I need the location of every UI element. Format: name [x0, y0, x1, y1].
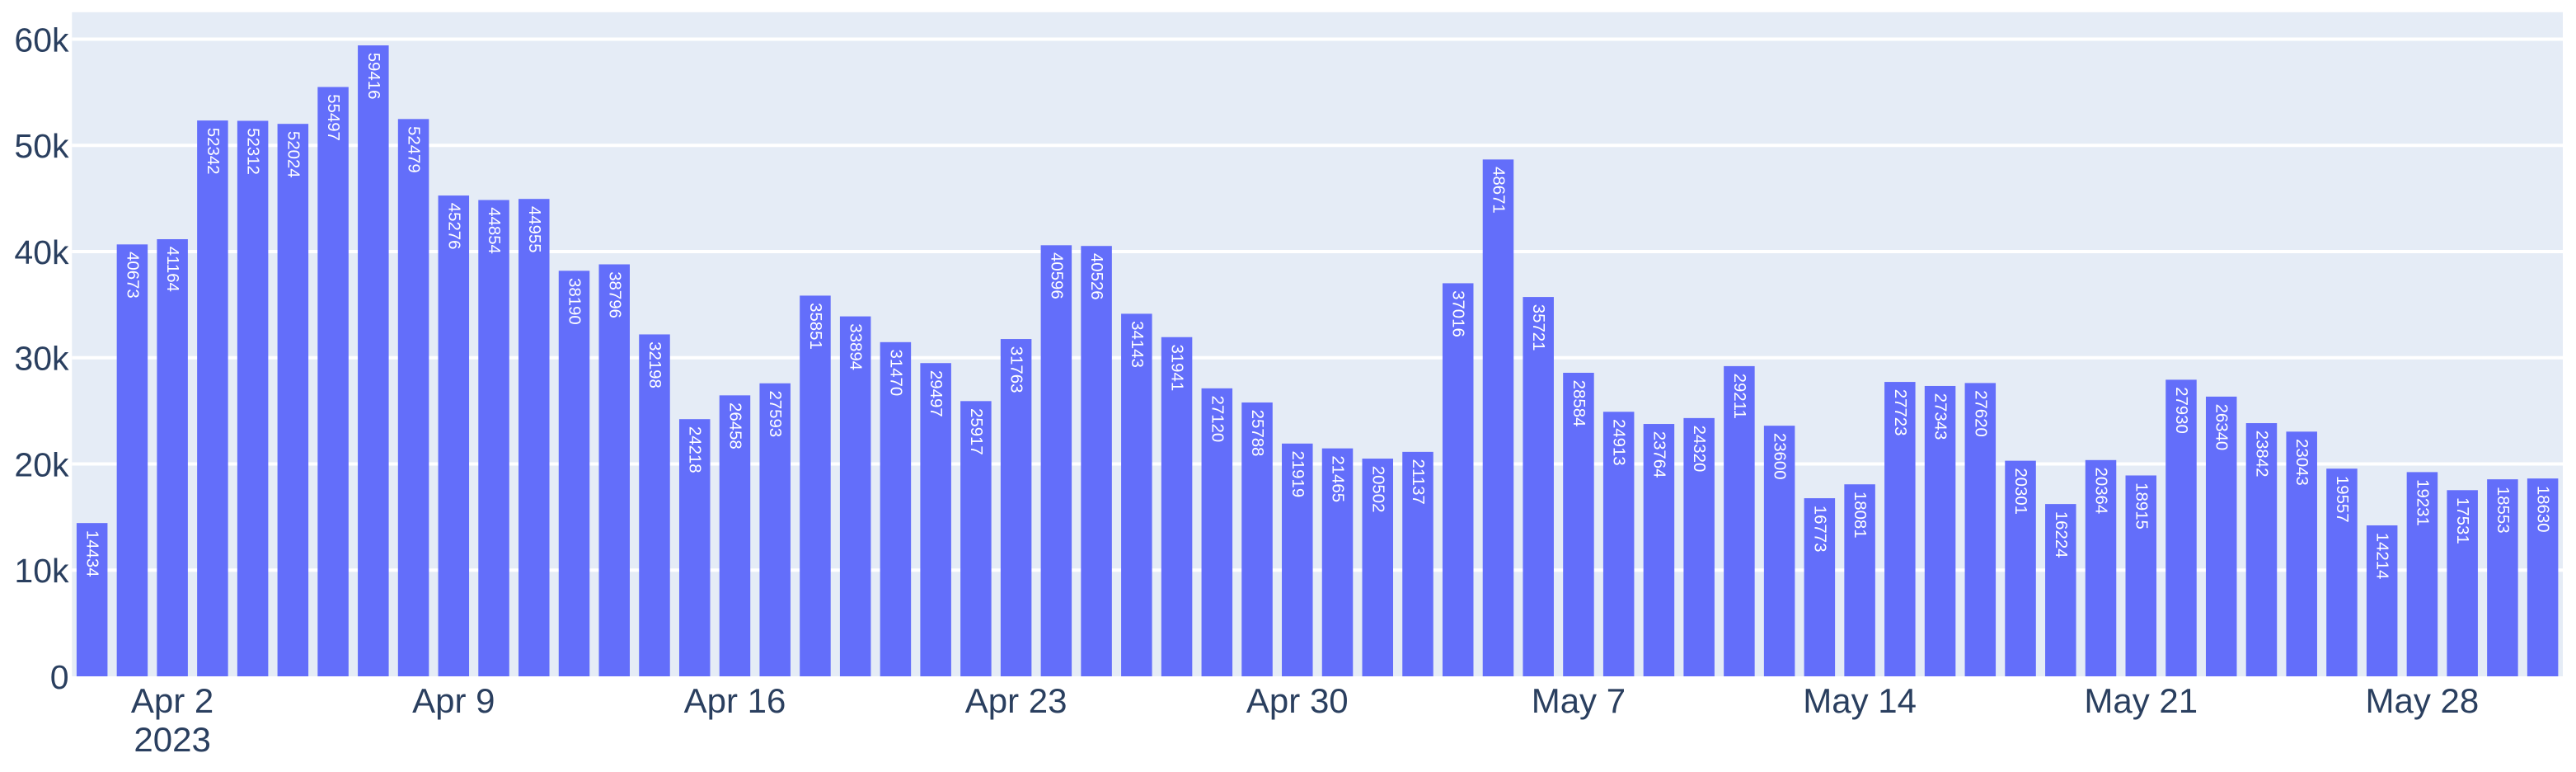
svg-text:41164: 41164 — [163, 247, 181, 292]
svg-text:24218: 24218 — [686, 426, 704, 473]
svg-text:26340: 26340 — [2212, 404, 2231, 451]
svg-text:40526: 40526 — [1087, 253, 1105, 300]
svg-text:40k: 40k — [14, 233, 69, 271]
svg-text:19231: 19231 — [2413, 479, 2431, 526]
svg-text:52342: 52342 — [204, 128, 222, 175]
svg-text:31763: 31763 — [1007, 346, 1025, 393]
svg-text:26458: 26458 — [725, 402, 744, 450]
svg-text:59416: 59416 — [364, 53, 382, 100]
svg-text:44955: 44955 — [525, 206, 543, 253]
svg-text:20364: 20364 — [2092, 468, 2110, 515]
svg-text:Apr 30: Apr 30 — [1246, 681, 1349, 720]
svg-text:16224: 16224 — [2052, 511, 2070, 558]
svg-text:32198: 32198 — [645, 341, 664, 388]
svg-text:14434: 14434 — [83, 530, 101, 577]
svg-text:27120: 27120 — [1208, 396, 1226, 443]
svg-text:21465: 21465 — [1329, 455, 1347, 502]
svg-text:18553: 18553 — [2494, 487, 2512, 534]
svg-text:20k: 20k — [14, 445, 69, 483]
svg-text:33894: 33894 — [847, 323, 865, 370]
svg-text:38190: 38190 — [565, 278, 584, 325]
svg-text:30k: 30k — [14, 340, 69, 378]
svg-text:21919: 21919 — [1288, 450, 1307, 497]
svg-text:52024: 52024 — [284, 131, 302, 178]
svg-text:29497: 29497 — [927, 370, 945, 417]
svg-text:May 21: May 21 — [2084, 681, 2198, 720]
svg-text:45276: 45276 — [444, 203, 462, 250]
svg-text:52479: 52479 — [405, 126, 423, 173]
svg-text:34143: 34143 — [1128, 321, 1146, 368]
svg-text:50k: 50k — [14, 127, 69, 165]
svg-text:27343: 27343 — [1931, 393, 1950, 440]
svg-text:Apr 16: Apr 16 — [684, 681, 786, 720]
svg-text:24320: 24320 — [1690, 426, 1708, 473]
svg-text:27620: 27620 — [1971, 390, 1989, 437]
svg-text:48671: 48671 — [1489, 167, 1507, 214]
svg-text:2023: 2023 — [134, 720, 210, 759]
svg-text:27723: 27723 — [1891, 389, 1909, 436]
svg-text:23764: 23764 — [1649, 431, 1668, 478]
svg-text:20301: 20301 — [2011, 468, 2029, 515]
svg-text:31470: 31470 — [886, 350, 904, 397]
svg-text:0: 0 — [50, 658, 69, 696]
svg-text:21137: 21137 — [1409, 459, 1427, 505]
svg-text:10k: 10k — [14, 552, 69, 590]
svg-text:24913: 24913 — [1610, 419, 1628, 466]
svg-text:60k: 60k — [14, 21, 69, 59]
svg-text:19557: 19557 — [2333, 476, 2351, 523]
svg-text:May 14: May 14 — [1803, 681, 1917, 720]
svg-text:May 28: May 28 — [2366, 681, 2480, 720]
svg-text:May 7: May 7 — [1532, 681, 1626, 720]
svg-text:25917: 25917 — [967, 408, 985, 455]
svg-text:18915: 18915 — [2132, 482, 2150, 530]
svg-text:37016: 37016 — [1449, 290, 1467, 337]
svg-text:23842: 23842 — [2252, 431, 2270, 478]
svg-text:27593: 27593 — [766, 390, 784, 437]
svg-text:20502: 20502 — [1368, 466, 1387, 513]
svg-text:16773: 16773 — [1810, 506, 1828, 553]
svg-text:25788: 25788 — [1248, 410, 1266, 457]
svg-text:29211: 29211 — [1730, 374, 1748, 419]
svg-text:23043: 23043 — [2292, 439, 2311, 486]
svg-text:28584: 28584 — [1570, 380, 1588, 427]
svg-text:38796: 38796 — [605, 271, 623, 318]
svg-text:23600: 23600 — [1771, 433, 1789, 480]
svg-text:18081: 18081 — [1851, 492, 1869, 539]
svg-text:35851: 35851 — [806, 303, 824, 350]
svg-text:Apr 9: Apr 9 — [412, 681, 495, 720]
svg-text:17531: 17531 — [2453, 497, 2471, 544]
svg-text:14214: 14214 — [2373, 533, 2391, 580]
svg-text:31941: 31941 — [1168, 344, 1186, 391]
svg-text:18630: 18630 — [2534, 486, 2552, 533]
svg-text:40673: 40673 — [123, 252, 141, 299]
svg-text:27930: 27930 — [2172, 387, 2190, 434]
svg-text:Apr 2: Apr 2 — [131, 681, 213, 720]
svg-text:55497: 55497 — [324, 94, 342, 141]
svg-text:44854: 44854 — [485, 207, 503, 254]
svg-text:40596: 40596 — [1047, 252, 1065, 299]
svg-text:35721: 35721 — [1529, 304, 1547, 351]
svg-text:52312: 52312 — [244, 128, 262, 175]
svg-text:Apr 23: Apr 23 — [965, 681, 1067, 720]
